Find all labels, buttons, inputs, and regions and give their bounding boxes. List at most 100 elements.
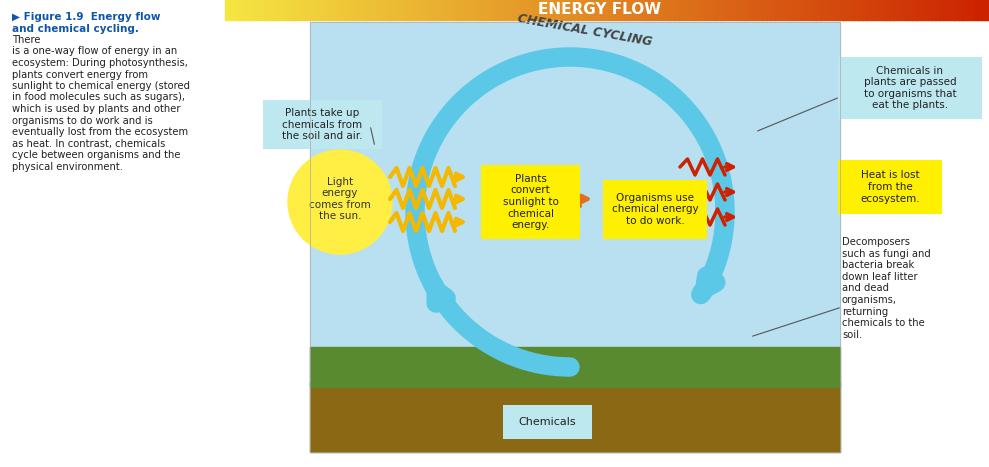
Bar bbox=[583, 0, 586, 20]
Bar bbox=[575, 0, 579, 20]
Bar bbox=[985, 0, 989, 20]
Bar bbox=[924, 0, 928, 20]
Bar bbox=[973, 0, 978, 20]
Bar bbox=[475, 0, 479, 20]
Bar bbox=[905, 0, 909, 20]
Bar bbox=[352, 0, 356, 20]
Bar bbox=[497, 0, 502, 20]
Bar bbox=[252, 0, 256, 20]
Bar bbox=[877, 0, 882, 20]
Text: eventually lost from the ecosystem: eventually lost from the ecosystem bbox=[12, 127, 188, 137]
Bar bbox=[962, 0, 966, 20]
Bar bbox=[655, 0, 660, 20]
Bar bbox=[932, 0, 936, 20]
Bar bbox=[444, 0, 448, 20]
Bar bbox=[383, 0, 387, 20]
Bar bbox=[371, 0, 375, 20]
Bar bbox=[793, 0, 797, 20]
Text: sunlight to chemical energy (stored: sunlight to chemical energy (stored bbox=[12, 81, 190, 91]
Bar bbox=[624, 0, 629, 20]
Bar bbox=[701, 0, 705, 20]
Bar bbox=[328, 0, 333, 20]
Text: Plants take up
chemicals from
the soil and air.: Plants take up chemicals from the soil a… bbox=[282, 108, 363, 141]
Bar bbox=[236, 0, 241, 20]
Bar bbox=[897, 0, 901, 20]
Bar bbox=[248, 0, 252, 20]
Bar bbox=[420, 0, 425, 20]
Bar bbox=[413, 0, 417, 20]
Bar bbox=[394, 0, 399, 20]
Bar bbox=[620, 0, 625, 20]
Bar bbox=[616, 0, 621, 20]
Bar bbox=[314, 0, 317, 20]
Bar bbox=[958, 0, 962, 20]
Bar bbox=[946, 0, 951, 20]
Bar bbox=[724, 0, 729, 20]
Text: organisms to do work and is: organisms to do work and is bbox=[12, 115, 152, 126]
Bar bbox=[324, 0, 329, 20]
Bar bbox=[455, 0, 460, 20]
Text: Organisms use
chemical energy
to do work.: Organisms use chemical energy to do work… bbox=[611, 193, 698, 226]
Bar bbox=[736, 0, 740, 20]
Bar bbox=[943, 0, 947, 20]
Bar bbox=[797, 0, 801, 20]
Bar bbox=[659, 0, 664, 20]
Bar bbox=[840, 0, 844, 20]
Bar bbox=[816, 0, 821, 20]
Text: ENERGY FLOW: ENERGY FLOW bbox=[538, 2, 662, 17]
Bar bbox=[440, 0, 444, 20]
Bar bbox=[283, 0, 287, 20]
Bar bbox=[713, 0, 717, 20]
Bar bbox=[789, 0, 794, 20]
Bar bbox=[785, 0, 790, 20]
Bar bbox=[405, 0, 409, 20]
Bar bbox=[755, 0, 760, 20]
Bar bbox=[851, 0, 855, 20]
Bar bbox=[494, 0, 498, 20]
Text: as heat. In contrast, chemicals: as heat. In contrast, chemicals bbox=[12, 139, 165, 149]
Bar bbox=[636, 0, 640, 20]
Bar bbox=[256, 0, 260, 20]
Bar bbox=[310, 0, 314, 20]
Bar bbox=[820, 0, 825, 20]
Bar bbox=[747, 0, 752, 20]
Bar bbox=[640, 0, 644, 20]
FancyBboxPatch shape bbox=[603, 180, 707, 239]
Text: Light
energy
comes from
the sun.: Light energy comes from the sun. bbox=[310, 177, 371, 221]
Bar bbox=[548, 0, 552, 20]
Bar bbox=[912, 0, 917, 20]
Bar bbox=[228, 0, 233, 20]
Bar bbox=[720, 0, 725, 20]
Bar bbox=[536, 0, 540, 20]
Bar bbox=[777, 0, 782, 20]
Bar bbox=[728, 0, 732, 20]
Bar bbox=[517, 0, 521, 20]
Bar bbox=[448, 0, 452, 20]
Bar bbox=[759, 0, 763, 20]
Bar bbox=[479, 0, 483, 20]
Bar bbox=[874, 0, 878, 20]
Bar bbox=[928, 0, 932, 20]
Bar bbox=[901, 0, 905, 20]
Bar bbox=[605, 0, 609, 20]
Bar bbox=[225, 0, 229, 20]
Bar bbox=[486, 0, 491, 20]
Bar bbox=[671, 0, 674, 20]
FancyBboxPatch shape bbox=[263, 100, 382, 149]
Bar bbox=[359, 0, 364, 20]
Bar bbox=[824, 0, 828, 20]
Bar bbox=[505, 0, 509, 20]
Bar bbox=[613, 0, 617, 20]
Bar bbox=[667, 0, 671, 20]
FancyBboxPatch shape bbox=[838, 57, 982, 119]
Bar bbox=[571, 0, 575, 20]
Bar bbox=[843, 0, 848, 20]
Text: ▶ Figure 1.9  Energy flow: ▶ Figure 1.9 Energy flow bbox=[12, 12, 160, 22]
Bar bbox=[644, 0, 648, 20]
Bar bbox=[244, 0, 248, 20]
Bar bbox=[544, 0, 548, 20]
Bar bbox=[836, 0, 840, 20]
Bar bbox=[528, 0, 533, 20]
Text: Heat is lost
from the
ecosystem.: Heat is lost from the ecosystem. bbox=[860, 170, 920, 204]
Bar bbox=[632, 0, 636, 20]
